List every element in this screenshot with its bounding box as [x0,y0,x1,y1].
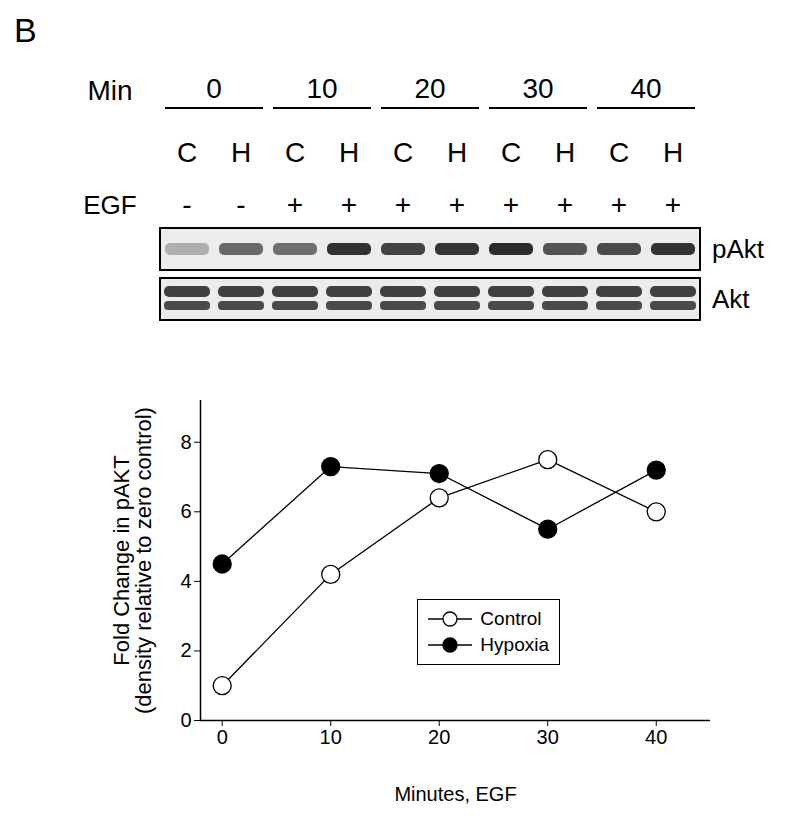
svg-text:0: 0 [217,726,228,748]
svg-text:20: 20 [428,726,450,748]
svg-text:+: + [557,189,573,220]
svg-text:40: 40 [630,73,661,104]
svg-text:4: 4 [180,570,191,592]
svg-text:H: H [447,137,467,168]
svg-text:0: 0 [180,709,191,731]
svg-text:Fold Change in pAKT(density re: Fold Change in pAKT(density relative to … [109,407,156,714]
svg-text:H: H [231,137,251,168]
svg-text:C: C [177,137,197,168]
svg-text:10: 10 [306,73,337,104]
svg-text:C: C [501,137,521,168]
svg-text:2: 2 [180,639,191,661]
svg-text:20: 20 [414,73,445,104]
svg-text:+: + [611,189,627,220]
svg-text:H: H [555,137,575,168]
svg-text:+: + [287,189,303,220]
svg-text:10: 10 [320,726,342,748]
svg-text:+: + [395,189,411,220]
html-text:Control: Control [480,608,542,629]
svg-text:+: + [665,189,681,220]
svg-text:+: + [341,189,357,220]
svg-text:H: H [339,137,359,168]
svg-text:40: 40 [645,726,667,748]
svg-text:-: - [182,189,191,220]
svg-text:B: B [14,11,37,49]
svg-text:C: C [609,137,629,168]
svg-text:C: C [393,137,413,168]
svg-text:Minutes, EGF: Minutes, EGF [394,783,516,805]
svg-text:Akt: Akt [712,284,750,314]
svg-text:pAkt: pAkt [712,234,765,264]
svg-text:8: 8 [180,431,191,453]
svg-text:6: 6 [180,500,191,522]
svg-text:+: + [449,189,465,220]
svg-text:30: 30 [522,73,553,104]
svg-text:0: 0 [206,73,222,104]
html-text:Hypoxia: Hypoxia [480,634,549,655]
svg-text:C: C [285,137,305,168]
svg-text:30: 30 [537,726,559,748]
svg-text:H: H [663,137,683,168]
svg-text:Min: Min [87,75,132,106]
svg-text:-: - [236,189,245,220]
svg-text:+: + [503,189,519,220]
svg-text:EGF: EGF [83,190,136,220]
